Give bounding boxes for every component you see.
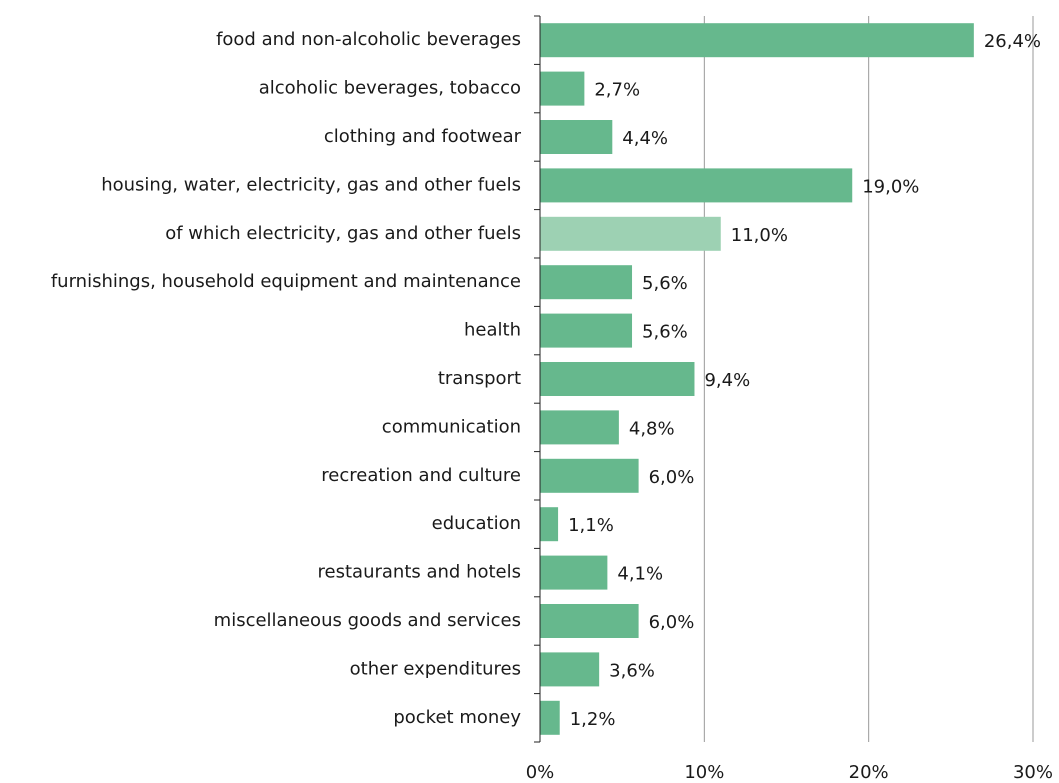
x-tick-label: 20% [849,762,889,783]
bar [540,120,613,154]
value-label: 4,4% [622,128,668,149]
value-label: 3,6% [609,660,655,681]
bar [540,507,559,542]
value-label: 4,1% [617,564,663,585]
value-label: 1,1% [568,515,614,536]
y-tick-label: of which electricity, gas and other fuel… [165,223,521,244]
y-tick-label: miscellaneous goods and services [214,610,521,631]
bar [540,71,585,106]
y-tick-label: transport [438,368,521,389]
value-label: 5,6% [642,273,688,294]
y-tick-label: health [464,320,521,341]
bar [540,265,633,300]
x-tick-label: 0% [526,762,555,783]
value-label: 6,0% [649,612,695,633]
bar [540,168,853,203]
bar [540,216,721,251]
bar [540,410,619,445]
y-tick-label: restaurants and hotels [318,562,521,583]
bar [540,23,974,58]
y-tick-label: clothing and footwear [324,126,522,147]
bar [540,555,608,590]
bar [540,458,639,493]
bar [540,362,695,396]
value-label: 6,0% [649,467,695,488]
value-label: 1,2% [570,709,616,730]
y-tick-label: food and non-alcoholic beverages [216,29,521,50]
value-label: 4,8% [629,418,675,439]
bar [540,700,560,735]
value-label: 11,0% [731,225,788,246]
y-tick-label: housing, water, electricity, gas and oth… [101,174,521,195]
y-tick-label: alcoholic beverages, tobacco [259,78,521,99]
value-label: 19,0% [862,176,919,197]
value-label: 9,4% [704,370,750,391]
y-tick-label: communication [382,416,521,437]
y-tick-label: recreation and culture [321,465,521,486]
y-tick-label: pocket money [393,707,521,728]
value-label: 5,6% [642,322,688,343]
x-tick-label: 10% [684,762,724,783]
y-tick-label: other expenditures [350,658,521,679]
x-tick-label: 30% [1013,762,1053,783]
bar [540,652,600,687]
bar [540,313,633,348]
y-tick-label: furnishings, household equipment and mai… [51,271,521,292]
bar [540,604,639,638]
value-label: 2,7% [594,80,640,101]
value-label: 26,4% [984,31,1041,52]
y-tick-label: education [432,513,521,534]
